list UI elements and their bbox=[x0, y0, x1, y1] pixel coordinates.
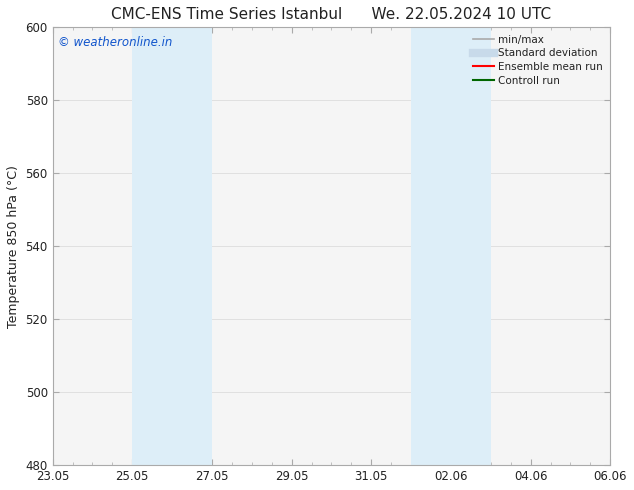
Legend: min/max, Standard deviation, Ensemble mean run, Controll run: min/max, Standard deviation, Ensemble me… bbox=[469, 30, 607, 90]
Title: CMC-ENS Time Series Istanbul      We. 22.05.2024 10 UTC: CMC-ENS Time Series Istanbul We. 22.05.2… bbox=[112, 7, 552, 22]
Text: © weatheronline.in: © weatheronline.in bbox=[58, 36, 172, 49]
Bar bbox=[411, 27, 491, 465]
Bar bbox=[133, 27, 212, 465]
Y-axis label: Temperature 850 hPa (°C): Temperature 850 hPa (°C) bbox=[7, 165, 20, 328]
